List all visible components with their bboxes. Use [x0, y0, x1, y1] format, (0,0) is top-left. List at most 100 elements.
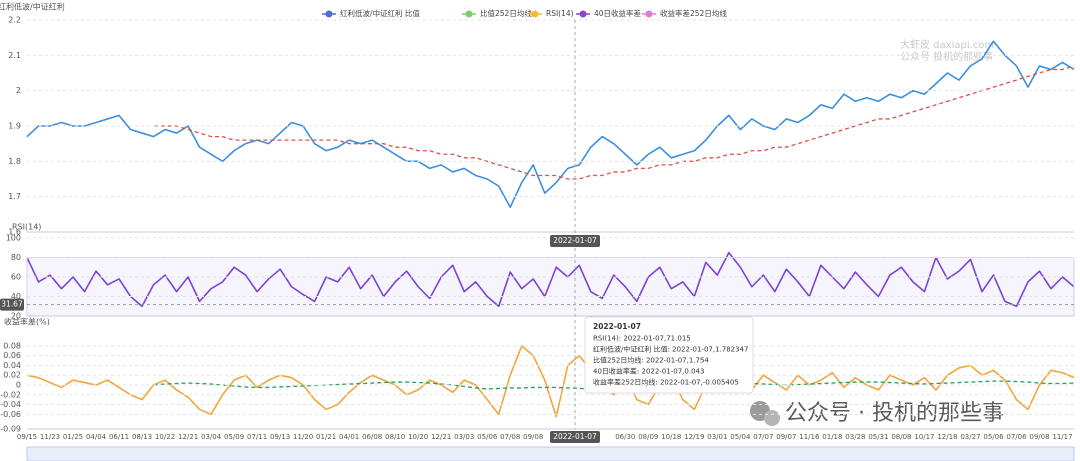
- legend-label: 收益率差252日均线: [660, 8, 727, 18]
- pointer-box: [550, 431, 600, 443]
- y-tick-label: 2.2: [8, 16, 21, 25]
- zoom-slider[interactable]: [26, 446, 1075, 461]
- tooltip-line: 40日收益率差: 2022-01-07,0.043: [593, 367, 704, 376]
- pointer-label: 2022-01-07: [553, 236, 597, 245]
- x-tick-label: 12/18: [937, 433, 957, 441]
- pointer-label: 2022-01-07: [553, 432, 597, 441]
- legend-label: 40日收益率差: [594, 8, 642, 18]
- y-tick-label: 100: [6, 234, 21, 243]
- legend-marker: [645, 10, 653, 18]
- watermark: 大虾皮 daxiapi.com: [900, 38, 994, 51]
- y-tick-label: 2: [16, 86, 21, 95]
- x-tick-label: 07/06: [1006, 433, 1027, 441]
- series-line: [26, 345, 1075, 418]
- x-tick-label: 01/21: [316, 433, 336, 441]
- watermark: 公众号 投机的那些事: [900, 50, 993, 63]
- x-tick-label: 08/13: [132, 433, 152, 441]
- x-tick-label: 10/17: [914, 433, 934, 441]
- x-tick-label: 05/31: [868, 433, 888, 441]
- legend-label: 比值252日均线: [480, 8, 532, 18]
- y-tick-label: 0.08: [3, 341, 21, 350]
- y-tick-label: 80: [11, 253, 21, 262]
- x-tick-label: 10/20: [408, 433, 428, 441]
- x-tick-label: 05/06: [983, 433, 1004, 441]
- y-tick-label: 0: [16, 381, 21, 390]
- y-tick-label: 20: [11, 312, 21, 321]
- y-tick-label: 0.06: [3, 351, 21, 360]
- y-pointer-box: [0, 298, 24, 311]
- panel-title: 红利低波/中证红利: [0, 2, 65, 12]
- x-tick-label: 11/16: [799, 433, 820, 441]
- y-tick-label: 2.1: [8, 51, 21, 60]
- tooltip-box: [584, 316, 754, 394]
- tooltip-title: 2022-01-07: [593, 322, 641, 331]
- x-tick-label: 05/06: [477, 433, 498, 441]
- x-tick-label: 12/21: [431, 433, 451, 441]
- x-tick-label: 10/18: [661, 433, 681, 441]
- x-tick-label: 01/18: [822, 433, 842, 441]
- y-tick-label: 60: [11, 273, 21, 282]
- x-tick-label: 10/22: [155, 433, 175, 441]
- x-tick-label: 01/25: [63, 433, 83, 441]
- series-line: [153, 65, 1075, 180]
- series-layer: [26, 40, 1075, 418]
- legend-marker: [465, 10, 473, 18]
- legend-marker: [325, 10, 333, 18]
- y-tick-label: -0.06: [0, 410, 21, 419]
- x-tick-label: 11/20: [293, 433, 313, 441]
- x-tick-label: 05/09: [224, 433, 244, 441]
- tooltip-line: 红利低波/中证红利 比值: 2022-01-07,1.782347: [593, 345, 748, 354]
- tooltip-line: 收益率差252日均线: 2022-01-07,-0.005405: [593, 378, 739, 387]
- x-tick-label: 09/08: [523, 433, 543, 441]
- legend-label: RSI(14): [546, 9, 574, 18]
- legend-item[interactable]: 收益率差252日均线: [642, 8, 727, 18]
- tooltip: 2022-01-07 RSI(14): 2022-01-07,71.015 红利低波…: [584, 316, 754, 394]
- legend-item[interactable]: RSI(14): [528, 9, 574, 18]
- legend-item[interactable]: 红利低波/中证红利 比值: [322, 8, 420, 18]
- legend-marker: [579, 10, 587, 18]
- x-tick-label: 06/11: [109, 433, 129, 441]
- legend-marker: [531, 10, 539, 18]
- x-tick-label: 05/04: [730, 433, 751, 441]
- x-tick-label: 08/10: [385, 433, 405, 441]
- legend-item[interactable]: 40日收益率差: [576, 8, 642, 18]
- tooltip-line: RSI(14): 2022-01-07,71.015: [593, 335, 691, 343]
- x-tick-label: 12/21: [178, 433, 198, 441]
- x-tick-label: 03/28: [845, 433, 865, 441]
- x-tick-label: 07/08: [500, 433, 520, 441]
- y-tick-label: -0.09: [0, 425, 21, 434]
- x-tick-label: 08/09: [638, 433, 658, 441]
- x-tick-label: 06/30: [615, 433, 635, 441]
- y-tick-label: 40: [11, 292, 21, 301]
- x-tick-label: 04/01: [339, 433, 359, 441]
- x-tick-label: 07/07: [753, 433, 773, 441]
- x-tick-label: 08/08: [891, 433, 911, 441]
- series-line: [26, 251, 1075, 308]
- y-tick-label: 0.04: [3, 361, 21, 370]
- tooltip-line: 比值252日均线: 2022-01-07,1.754: [593, 356, 709, 365]
- x-tick-label: 09/15: [17, 433, 37, 441]
- panel-title: RSI(14): [12, 223, 41, 232]
- x-tick-label: 12/19: [684, 433, 704, 441]
- x-tick-label: 03/04: [201, 433, 222, 441]
- x-tick-label: 09/13: [270, 433, 290, 441]
- x-tick-label: 06/08: [362, 433, 382, 441]
- y-tick-label: 1.6: [8, 228, 21, 237]
- x-tick-label: 04/04: [86, 433, 107, 441]
- legend-label: 红利低波/中证红利 比值: [340, 8, 420, 18]
- x-tick-label: 11/23: [40, 433, 60, 441]
- y-tick-label: 1.7: [8, 192, 21, 201]
- legend-item[interactable]: 比值252日均线: [462, 8, 532, 18]
- y-tick-label: 0.02: [3, 371, 21, 380]
- y-tick-label: -0.04: [0, 400, 21, 409]
- y-tick-label: 1.9: [8, 122, 21, 131]
- footer-watermark: 公众号 · 投机的那些事: [785, 401, 1004, 426]
- x-tick-label: 11/17: [1052, 433, 1072, 441]
- x-tick-label: 09/07: [776, 433, 796, 441]
- y-tick-label: 1.8: [8, 157, 21, 166]
- panel-title: 收益率差(%): [4, 317, 50, 327]
- pointer-box: [550, 235, 600, 247]
- x-tick-label: 07/11: [247, 433, 267, 441]
